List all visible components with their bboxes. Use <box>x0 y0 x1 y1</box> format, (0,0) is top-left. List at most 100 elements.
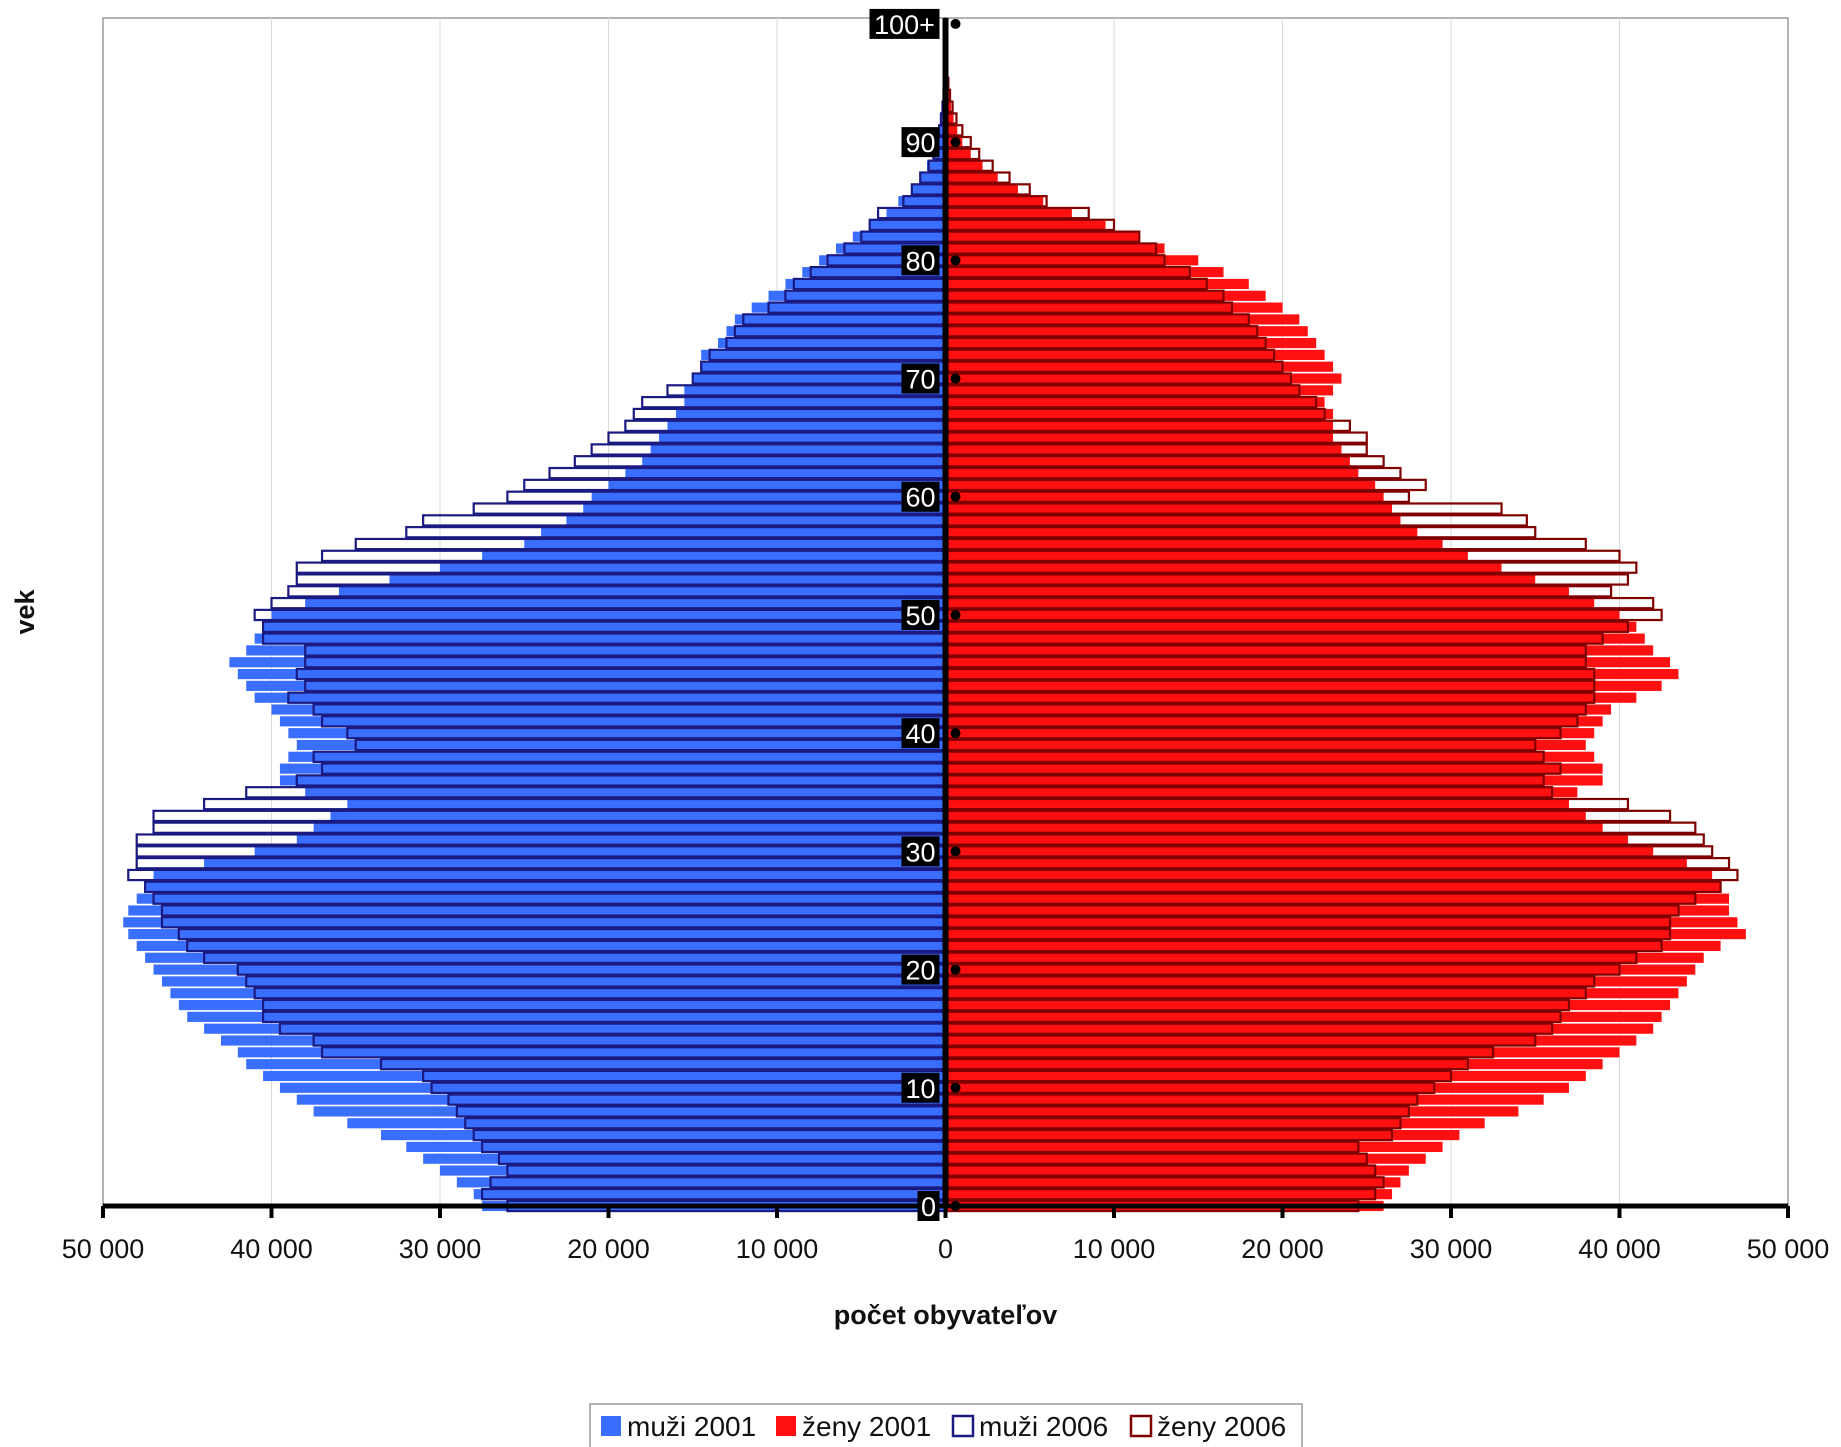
bar-muzi-2001-age-48 <box>254 633 946 644</box>
bar-muzi-2001-age-5 <box>406 1141 946 1152</box>
age-tick-mark <box>950 1201 961 1211</box>
bar-zeny-2001-age-48 <box>945 633 1645 644</box>
age-tick-mark <box>950 18 961 29</box>
bar-muzi-2001-age-69 <box>684 385 946 396</box>
legend-swatch-zeny-2006 <box>1129 1414 1153 1438</box>
bar-muzi-2001-age-38 <box>288 751 946 762</box>
bar-muzi-2001-age-34 <box>347 799 946 810</box>
legend-label-zeny-2001: ženy 2001 <box>802 1411 931 1442</box>
bar-muzi-2001-age-56 <box>524 538 946 550</box>
bar-zeny-2001-age-50 <box>945 609 1620 621</box>
bar-zeny-2001-age-53 <box>945 574 1536 585</box>
bar-muzi-2001-age-79 <box>802 267 946 278</box>
bar-muzi-2001-age-2 <box>456 1177 946 1188</box>
bar-zeny-2001-age-18 <box>945 988 1679 999</box>
bar-muzi-2001-age-74 <box>726 326 946 337</box>
age-label-box <box>901 836 940 867</box>
bar-muzi-2001-age-23 <box>128 929 946 940</box>
bar-zeny-2001-age-72 <box>945 349 1325 360</box>
age-label-box <box>901 363 940 394</box>
bar-muzi-2001-age-12 <box>246 1059 946 1070</box>
age-label-box <box>901 599 940 630</box>
legend: muži 2001 ženy 2001 muži 2006 ženy 2006 <box>589 1403 1303 1447</box>
legend-swatch-muzi-2006 <box>951 1414 975 1438</box>
age-label-text: 50 <box>905 601 935 631</box>
bar-zeny-2001-age-28 <box>945 869 1713 881</box>
bar-zeny-2001-age-49 <box>945 621 1637 632</box>
bar-muzi-2001-age-50 <box>271 609 946 621</box>
bar-muzi-2001-age-59 <box>583 503 946 514</box>
bar-muzi-2001-age-36 <box>279 775 946 786</box>
age-tick-mark <box>950 491 961 502</box>
bar-muzi-2001-age-85 <box>898 196 946 207</box>
bar-zeny-2001-age-69 <box>945 385 1334 396</box>
bar-zeny-2001-age-91 <box>945 125 958 136</box>
bar-muzi-2001-age-63 <box>642 456 946 467</box>
bar-muzi-2001-age-21 <box>145 952 946 963</box>
age-label-text: 0 <box>921 1192 936 1222</box>
bar-muzi-2001-age-31 <box>296 834 946 845</box>
bar-zeny-2001-age-57 <box>945 527 1418 538</box>
age-label-text: 100+ <box>874 10 935 40</box>
legend-swatch-zeny-2001 <box>776 1416 796 1436</box>
series-muzi-2001 <box>123 18 946 1212</box>
bar-zeny-2001-age-36 <box>945 775 1603 786</box>
bar-muzi-2001-age-33 <box>330 810 946 821</box>
bar-zeny-2001-age-15 <box>945 1023 1654 1034</box>
bar-muzi-2001-age-77 <box>768 290 946 301</box>
bar-zeny-2001-age-13 <box>945 1047 1620 1058</box>
age-tick-mark <box>950 1082 961 1093</box>
bar-zeny-2001-age-89 <box>945 148 971 160</box>
bar-muzi-2001-age-9 <box>296 1094 946 1105</box>
age-label-text: 40 <box>905 719 935 749</box>
bar-zeny-2001-age-38 <box>945 751 1595 762</box>
age-label-80: 80 <box>901 245 940 276</box>
series-zeny-2001 <box>945 18 1746 1212</box>
bar-zeny-2001-age-68 <box>945 397 1325 408</box>
bar-zeny-2001-age-70 <box>945 373 1342 384</box>
x-tick-label: 40 000 <box>1578 1234 1661 1264</box>
bar-zeny-2001-age-42 <box>945 704 1612 715</box>
bar-zeny-2001-age-54 <box>945 562 1502 573</box>
age-tick-mark <box>950 373 961 384</box>
bar-zeny-2001-age-22 <box>945 940 1721 952</box>
bar-zeny-2001-age-21 <box>945 952 1704 963</box>
bar-zeny-2001-age-8 <box>945 1106 1519 1117</box>
bar-muzi-2001-age-76 <box>751 302 946 313</box>
bar-muzi-2001-age-25 <box>128 905 946 916</box>
bar-zeny-2001-age-77 <box>945 290 1266 301</box>
legend-label-zeny-2006: ženy 2006 <box>1157 1411 1286 1442</box>
bar-muzi-2001-age-68 <box>684 397 946 408</box>
bar-muzi-2001-age-10 <box>279 1082 946 1093</box>
age-label-10: 10 <box>901 1072 940 1104</box>
bar-muzi-2001-age-65 <box>659 432 946 443</box>
bar-zeny-2001-age-55 <box>945 550 1468 561</box>
bar-zeny-2001-age-6 <box>945 1129 1460 1141</box>
age-label-20: 20 <box>901 954 940 986</box>
bar-muzi-2001-age-14 <box>220 1035 946 1046</box>
legend-label-muzi-2006: muži 2006 <box>979 1411 1108 1442</box>
bar-zeny-2001-age-47 <box>945 645 1654 656</box>
bar-muzi-2001-age-17 <box>178 999 946 1011</box>
bar-muzi-2001-age-40 <box>288 728 946 739</box>
bar-zeny-2001-age-46 <box>945 657 1671 668</box>
bar-muzi-2001-age-81 <box>835 243 946 254</box>
age-label-text: 80 <box>905 246 935 276</box>
series-zeny-2006 <box>944 17 1739 1213</box>
age-tick-mark <box>950 609 961 620</box>
x-tick-label: 50 000 <box>62 1234 145 1264</box>
bar-zeny-2001-age-12 <box>945 1059 1603 1070</box>
bar-zeny-2001-age-20 <box>945 964 1696 975</box>
bar-zeny-2001-age-82 <box>945 231 1140 242</box>
bar-muzi-2001-age-11 <box>263 1070 946 1082</box>
bar-zeny-2001-age-65 <box>945 432 1334 443</box>
age-tick-mark <box>950 728 961 739</box>
bar-zeny-2001-age-39 <box>945 739 1586 751</box>
bar-zeny-2001-age-64 <box>945 444 1342 455</box>
bar-muzi-2001-age-75 <box>734 314 946 325</box>
bar-muzi-2001-age-3 <box>440 1165 946 1176</box>
bar-muzi-2001-age-51 <box>305 598 946 609</box>
bar-muzi-2001-age-52 <box>338 586 946 597</box>
bar-zeny-2001-age-1 <box>945 1189 1393 1200</box>
age-label-box <box>901 718 940 749</box>
